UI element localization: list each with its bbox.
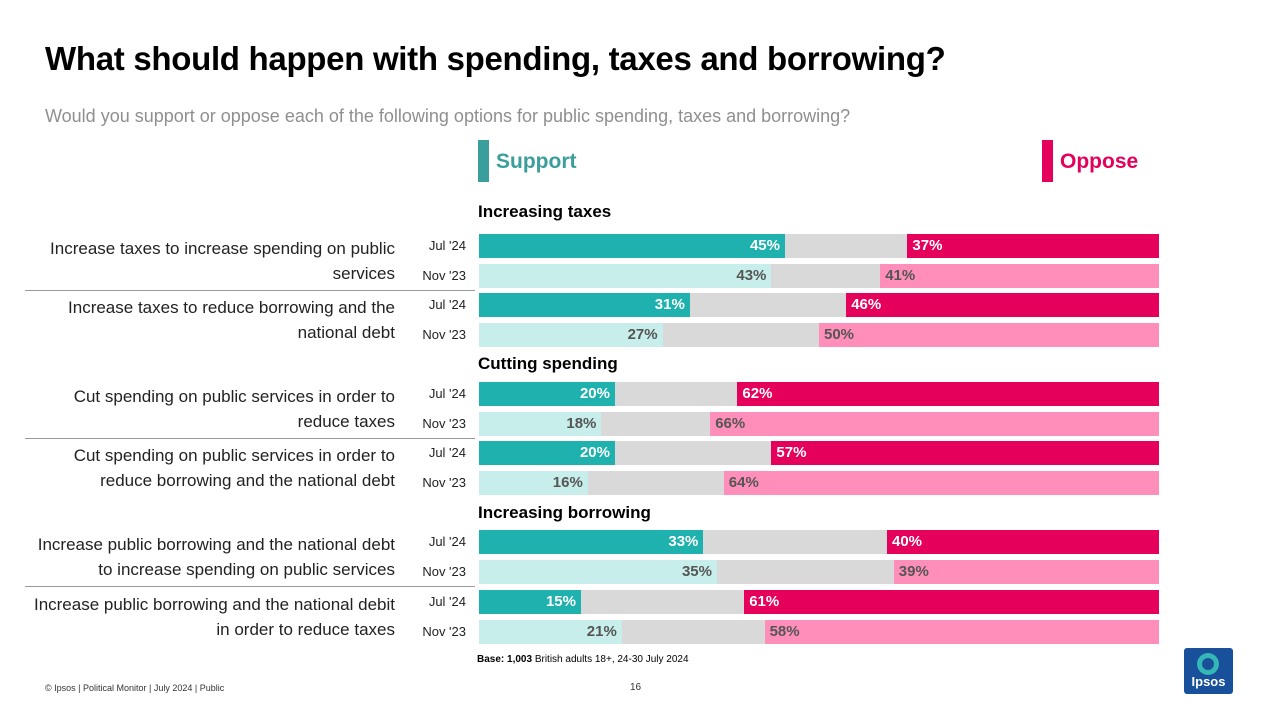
- bar-support-segment: [479, 234, 785, 258]
- statement-label: Cut spending on public services in order…: [73, 446, 395, 490]
- section-heading: Cutting spending: [478, 354, 618, 373]
- bar-oppose-segment: [744, 590, 1159, 614]
- section-heading: Increasing borrowing: [478, 503, 651, 522]
- statement-label: Increase public borrowing and the nation…: [37, 535, 395, 579]
- oppose-value-label: 39%: [898, 563, 929, 580]
- bar-oppose-segment: [893, 560, 1159, 584]
- period-label: Nov '23: [422, 268, 466, 283]
- bar-oppose-segment: [710, 412, 1159, 436]
- period-label: Jul '24: [428, 238, 466, 253]
- logo-text: Ipsos: [1191, 674, 1226, 689]
- period-label: Jul '24: [428, 386, 466, 401]
- bar-support-segment: [479, 264, 772, 288]
- support-value-label: 20%: [579, 385, 610, 402]
- bar-support-segment: [479, 412, 602, 436]
- footer-source: © Ipsos | Political Monitor | July 2024 …: [45, 683, 225, 693]
- oppose-value-label: 41%: [885, 267, 916, 284]
- period-label: Jul '24: [428, 534, 466, 549]
- base-note-bold: Base: 1,003: [477, 654, 533, 665]
- group-divider: [25, 586, 475, 587]
- support-value-label: 43%: [736, 267, 767, 284]
- oppose-value-label: 64%: [728, 474, 759, 491]
- period-label: Nov '23: [422, 327, 466, 342]
- group-divider: [25, 438, 475, 439]
- page-title: What should happen with spending, taxes …: [45, 40, 946, 77]
- statement-label: Increase taxes to increase spending on p…: [50, 239, 395, 283]
- support-value-label: 35%: [681, 563, 712, 580]
- period-label: Nov '23: [422, 624, 466, 639]
- support-value-label: 31%: [654, 296, 685, 313]
- bar-oppose-segment: [907, 234, 1159, 258]
- bar-support-segment: [479, 620, 622, 644]
- bar-support-segment: [479, 323, 663, 347]
- base-note-rest: British adults 18+, 24-30 July 2024: [532, 654, 689, 665]
- oppose-value-label: 57%: [776, 444, 807, 461]
- period-label: Nov '23: [422, 416, 466, 431]
- support-value-label: 16%: [552, 474, 583, 491]
- bar-oppose-segment: [880, 264, 1159, 288]
- bar-support-segment: [479, 530, 704, 554]
- bar-oppose-segment: [764, 620, 1159, 644]
- bar-support-segment: [479, 471, 588, 495]
- oppose-value-label: 62%: [742, 385, 773, 402]
- oppose-value-label: 66%: [715, 415, 746, 432]
- period-label: Nov '23: [422, 564, 466, 579]
- bar-oppose-segment: [771, 441, 1159, 465]
- bar-oppose-segment: [737, 382, 1159, 406]
- support-value-label: 15%: [545, 593, 576, 610]
- logo-mark-icon: [1197, 653, 1219, 675]
- period-label: Jul '24: [428, 594, 466, 609]
- support-value-label: 45%: [749, 237, 780, 254]
- statement-label: Increase taxes to reduce borrowing and t…: [68, 298, 395, 342]
- support-value-label: 27%: [627, 326, 658, 343]
- support-value-label: 33%: [668, 533, 699, 550]
- bar-support-segment: [479, 293, 690, 317]
- support-value-label: 21%: [586, 623, 617, 640]
- oppose-value-label: 61%: [749, 593, 780, 610]
- legend-support-label: Support: [496, 150, 577, 173]
- legend-support-swatch: [478, 140, 489, 182]
- bar-support-segment: [479, 441, 615, 465]
- oppose-value-label: 40%: [892, 533, 923, 550]
- oppose-value-label: 37%: [912, 237, 943, 254]
- oppose-value-label: 58%: [769, 623, 800, 640]
- bar-support-segment: [479, 560, 717, 584]
- page-subtitle: Would you support or oppose each of the …: [45, 106, 851, 126]
- group-divider: [25, 290, 475, 291]
- section-heading: Increasing taxes: [478, 202, 612, 221]
- page-number: 16: [630, 682, 642, 693]
- statement-label: Cut spending on public services in order…: [73, 387, 395, 431]
- legend-oppose-swatch: [1042, 140, 1053, 182]
- support-value-label: 18%: [566, 415, 597, 432]
- bar-support-segment: [479, 382, 615, 406]
- base-note: Base: 1,003 British adults 18+, 24-30 Ju…: [477, 654, 689, 665]
- oppose-value-label: 46%: [851, 296, 882, 313]
- bar-support-segment: [479, 590, 581, 614]
- period-label: Nov '23: [422, 475, 466, 490]
- period-label: Jul '24: [428, 297, 466, 312]
- bar-oppose-segment: [887, 530, 1159, 554]
- period-label: Jul '24: [428, 445, 466, 460]
- statement-label: Increase public borrowing and the nation…: [33, 595, 395, 639]
- ipsos-logo: Ipsos: [1184, 648, 1233, 694]
- legend-oppose-label: Oppose: [1060, 150, 1139, 173]
- bar-oppose-segment: [846, 293, 1159, 317]
- oppose-value-label: 50%: [824, 326, 855, 343]
- bar-oppose-segment: [723, 471, 1159, 495]
- support-value-label: 20%: [579, 444, 610, 461]
- bar-oppose-segment: [819, 323, 1159, 347]
